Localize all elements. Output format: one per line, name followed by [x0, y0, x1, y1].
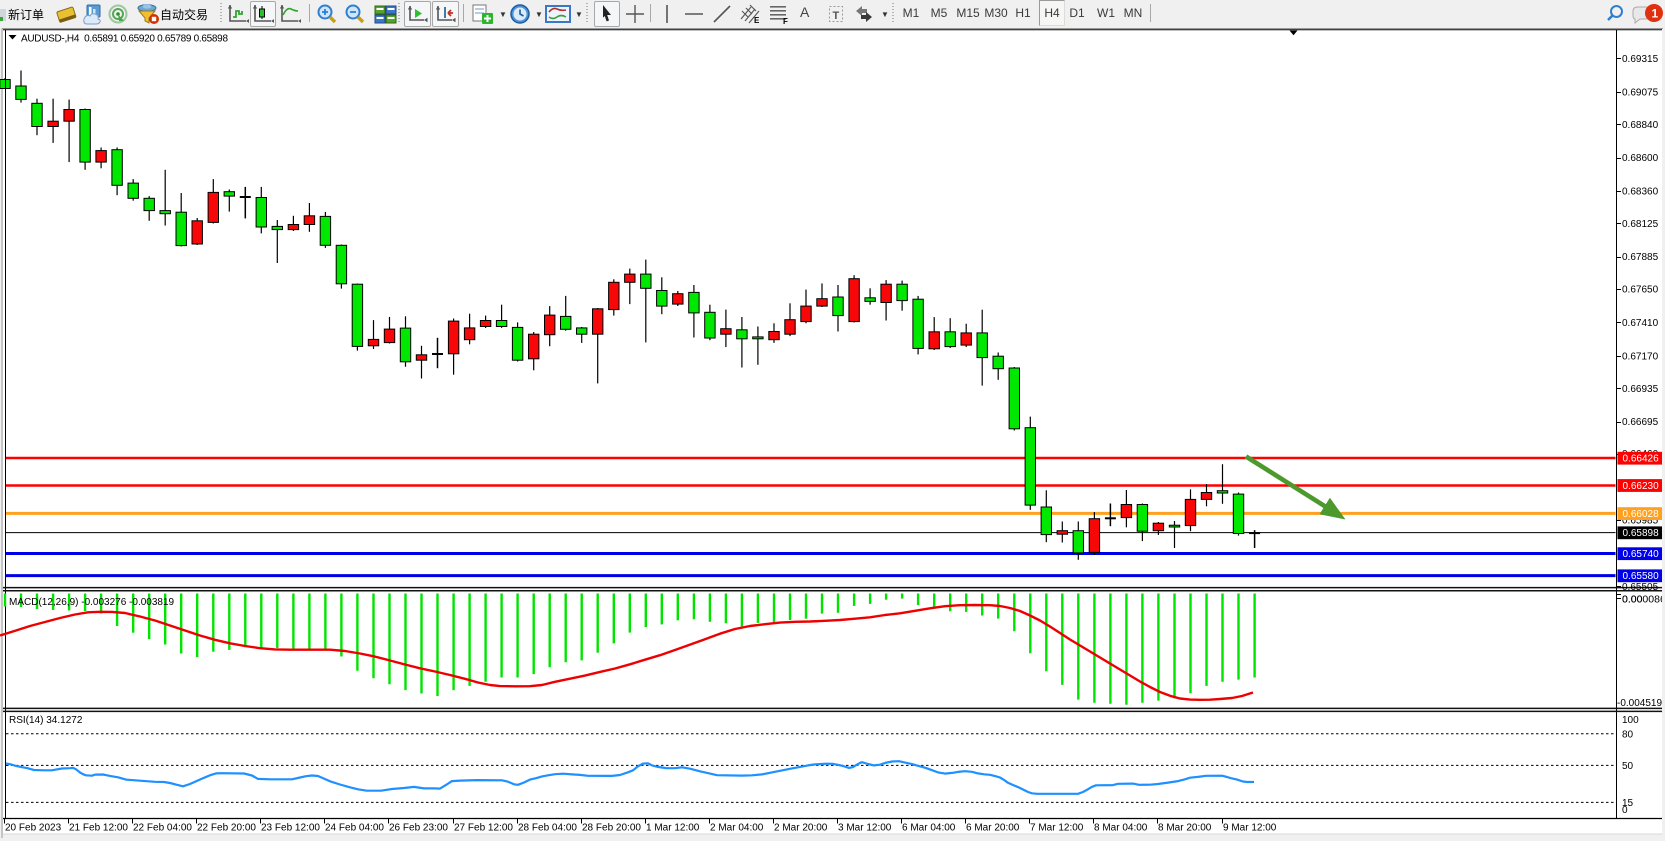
svg-text:0.67410: 0.67410 — [1622, 318, 1659, 329]
svg-text:-0.004519: -0.004519 — [1617, 698, 1662, 709]
svg-text:1: 1 — [1652, 7, 1659, 21]
svg-text:0.00: 0.00 — [1622, 593, 1643, 605]
svg-text:0.69315: 0.69315 — [1622, 54, 1659, 65]
svg-text:MACD(12,26,9) -0.003276 -0.003: MACD(12,26,9) -0.003276 -0.003819 — [9, 597, 175, 608]
svg-text:0.68360: 0.68360 — [1622, 186, 1659, 197]
svg-text:0.67170: 0.67170 — [1622, 351, 1659, 362]
svg-text:9 Mar 12:00: 9 Mar 12:00 — [1223, 823, 1277, 834]
svg-text:0.69075: 0.69075 — [1622, 87, 1659, 98]
svg-text:0.66935: 0.66935 — [1622, 384, 1659, 395]
svg-text:50: 50 — [1622, 761, 1634, 772]
svg-text:0.000086: 0.000086 — [1622, 593, 1665, 605]
svg-text:0.66028: 0.66028 — [1623, 509, 1660, 520]
svg-text:8 Mar 04:00: 8 Mar 04:00 — [1094, 823, 1148, 834]
svg-text:2 Mar 04:00: 2 Mar 04:00 — [710, 823, 764, 834]
svg-text:0.67885: 0.67885 — [1622, 252, 1659, 263]
svg-text:0.65505: 0.65505 — [1622, 582, 1659, 593]
svg-text:0.65580: 0.65580 — [1623, 571, 1660, 582]
svg-text:1 Mar 12:00: 1 Mar 12:00 — [646, 823, 700, 834]
svg-text:0.66426: 0.66426 — [1623, 454, 1660, 465]
svg-text:15: 15 — [1622, 798, 1634, 809]
svg-text:7 Mar 12:00: 7 Mar 12:00 — [1030, 823, 1084, 834]
svg-text:80: 80 — [1622, 729, 1634, 740]
svg-text:AUDUSD-,H4 0.65891 0.65920 0.: AUDUSD-,H4 0.65891 0.65920 0.65789 0.658… — [21, 34, 228, 45]
svg-text:0.68600: 0.68600 — [1622, 153, 1659, 164]
svg-text:8 Mar 20:00: 8 Mar 20:00 — [1158, 823, 1212, 834]
svg-text:20 Feb 2023: 20 Feb 2023 — [5, 823, 62, 834]
svg-text:0: 0 — [1622, 805, 1628, 816]
svg-text:RSI(14) 34.1272: RSI(14) 34.1272 — [9, 715, 83, 726]
svg-text:2 Mar 20:00: 2 Mar 20:00 — [774, 823, 828, 834]
svg-text:27 Feb 12:00: 27 Feb 12:00 — [454, 823, 513, 834]
svg-text:6 Mar 20:00: 6 Mar 20:00 — [966, 823, 1020, 834]
svg-text:23 Feb 12:00: 23 Feb 12:00 — [261, 823, 320, 834]
svg-text:0.67650: 0.67650 — [1622, 285, 1659, 296]
svg-text:28 Feb 20:00: 28 Feb 20:00 — [582, 823, 641, 834]
svg-text:6 Mar 04:00: 6 Mar 04:00 — [902, 823, 956, 834]
svg-text:28 Feb 04:00: 28 Feb 04:00 — [518, 823, 577, 834]
svg-text:24 Feb 04:00: 24 Feb 04:00 — [325, 823, 384, 834]
svg-text:0.68840: 0.68840 — [1622, 120, 1659, 131]
svg-text:22 Feb 20:00: 22 Feb 20:00 — [197, 823, 256, 834]
svg-text:T: T — [833, 10, 840, 22]
svg-text:0.66230: 0.66230 — [1623, 481, 1660, 492]
svg-text:0.65985: 0.65985 — [1622, 516, 1659, 527]
svg-text:0.68125: 0.68125 — [1622, 219, 1659, 230]
svg-text:E: E — [754, 16, 760, 25]
svg-text:0.66695: 0.66695 — [1622, 417, 1659, 428]
svg-text:22 Feb 04:00: 22 Feb 04:00 — [133, 823, 192, 834]
svg-text:0.65898: 0.65898 — [1623, 528, 1660, 539]
svg-text:26 Feb 23:00: 26 Feb 23:00 — [389, 823, 448, 834]
svg-text:100: 100 — [1622, 715, 1639, 726]
svg-text:F: F — [783, 17, 788, 25]
svg-text:0.65740: 0.65740 — [1623, 549, 1660, 560]
svg-text:21 Feb 12:00: 21 Feb 12:00 — [69, 823, 128, 834]
svg-text:3 Mar 12:00: 3 Mar 12:00 — [838, 823, 892, 834]
